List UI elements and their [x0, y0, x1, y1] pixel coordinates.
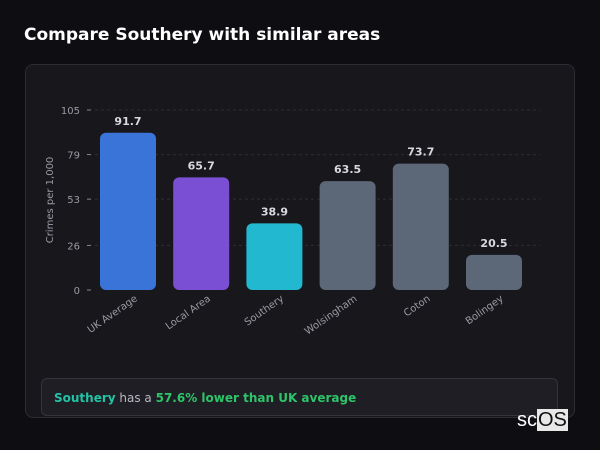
summary-text: has a — [115, 391, 156, 405]
x-tick-label: Coton — [402, 293, 432, 319]
bar — [173, 177, 230, 290]
data-label: 73.7 — [407, 146, 434, 159]
x-tick-label: Wolsingham — [303, 293, 359, 337]
y-tick-label: 79 — [67, 151, 80, 162]
y-axis-label: Crimes per 1,000 — [45, 157, 56, 244]
x-tick-label: Southery — [243, 293, 286, 328]
y-tick-label: 53 — [67, 195, 80, 206]
data-label: 65.7 — [188, 159, 215, 172]
bar — [392, 163, 449, 290]
x-tick-label: Bolingey — [464, 293, 506, 327]
x-tick-label: Local Area — [164, 293, 213, 332]
y-tick-label: 26 — [67, 241, 80, 252]
scos-logo: scOS — [517, 409, 568, 431]
bar — [466, 254, 522, 290]
bar — [100, 132, 156, 290]
y-tick-label: 0 — [74, 286, 80, 297]
y-tick-label: 105 — [61, 106, 80, 117]
data-label: 91.7 — [114, 115, 141, 128]
data-label: 38.9 — [261, 205, 288, 218]
page-title: Compare Southery with similar areas — [24, 25, 381, 45]
summary-result: 57.6% lower than UK average — [155, 391, 357, 405]
bar — [319, 181, 376, 290]
data-label: 20.5 — [480, 237, 507, 250]
bar — [246, 223, 303, 290]
x-tick-label: UK Average — [86, 293, 140, 335]
summary-box: Southery has a 57.6% lower than UK avera… — [41, 378, 558, 416]
data-label: 63.5 — [334, 163, 361, 176]
summary-area: Southery — [54, 391, 116, 405]
